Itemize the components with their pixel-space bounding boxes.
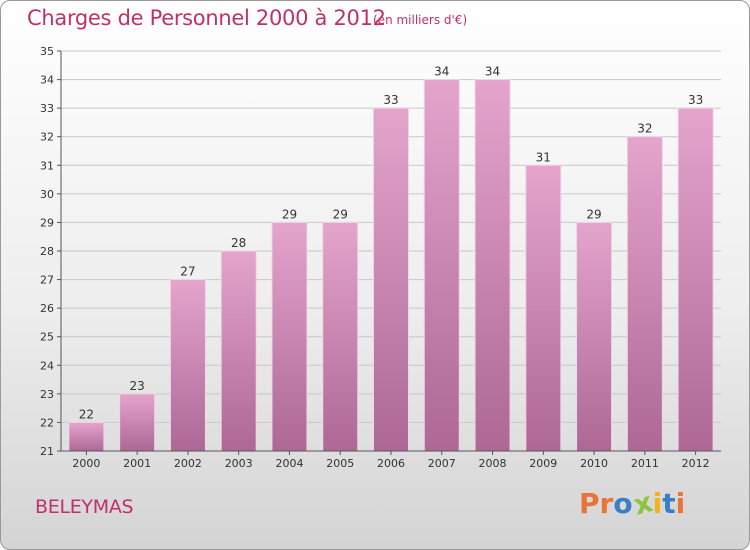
x-tick-label: 2004	[275, 457, 303, 470]
bar-2012	[677, 107, 714, 452]
logo-letter: o	[613, 487, 633, 520]
bar-2008	[474, 79, 511, 452]
data-label: 33	[383, 93, 398, 107]
data-label: 23	[130, 379, 145, 393]
data-label: 32	[637, 122, 652, 136]
data-label: 29	[586, 207, 601, 221]
x-tick-label: 2007	[428, 457, 456, 470]
y-tick-label: 25	[40, 331, 54, 344]
logo-letter: t	[662, 487, 676, 520]
chart-subtitle: (en milliers d'€)	[373, 13, 468, 27]
x-tick-label: 2008	[479, 457, 507, 470]
y-tick-label: 27	[40, 274, 54, 287]
data-label: 34	[485, 65, 500, 79]
x-tick-label: 2005	[326, 457, 354, 470]
data-label: 29	[282, 207, 297, 221]
y-tick-label: 29	[40, 216, 54, 229]
bar-2002	[169, 279, 206, 452]
x-tick-label: 2009	[529, 457, 557, 470]
commune-name: BELEYMAS	[35, 496, 134, 518]
chart-title: Charges de Personnel 2000 à 2012	[27, 6, 386, 30]
data-labels: 22 23 27 28 29 29 33 34 34 31 29 32 33	[79, 65, 704, 422]
logo-letter: P	[579, 487, 600, 520]
bar-2000	[68, 421, 105, 452]
x-tick-label: 2006	[377, 457, 405, 470]
bar-2001	[119, 393, 156, 452]
proxiti-logo: Proxiti	[579, 485, 686, 522]
logo-letter: i	[675, 487, 686, 520]
y-tick-label: 34	[40, 74, 54, 87]
y-tick-label: 28	[40, 245, 54, 258]
x-tick-label: 2011	[631, 457, 659, 470]
x-tick-label: 2010	[580, 457, 608, 470]
data-label: 29	[333, 207, 348, 221]
logo-letter: i	[652, 487, 663, 520]
bar-2007	[423, 79, 460, 452]
y-tick-label: 22	[40, 416, 54, 429]
y-tick-label: 24	[40, 359, 54, 372]
y-tick-label: 21	[40, 445, 54, 458]
bar-2011	[626, 136, 663, 452]
x-tick-label: 2000	[72, 457, 100, 470]
data-label: 31	[536, 150, 551, 164]
data-label: 22	[79, 407, 94, 421]
y-tick-labels: 21 22 23 24 25 26 27 28 29 30 31 32 33 34 35	[40, 45, 61, 458]
y-tick-label: 33	[40, 102, 54, 115]
x-tick-label: 2003	[225, 457, 253, 470]
y-tick-label: 23	[40, 388, 54, 401]
y-tick-label: 35	[40, 45, 54, 58]
y-tick-label: 30	[40, 188, 54, 201]
x-tick-label: 2001	[123, 457, 151, 470]
bar-2003	[220, 250, 257, 452]
x-tick-labels: 2000 2001 2002 2003 2004 2005 2006 2007 2008 2009…	[72, 451, 710, 470]
data-label: 34	[434, 65, 449, 79]
bar-2009	[525, 164, 562, 452]
y-tick-label: 31	[40, 159, 54, 172]
bar-2006	[373, 107, 409, 452]
y-tick-label: 26	[40, 302, 54, 315]
bar-2010	[576, 221, 613, 452]
y-tick-label: 32	[40, 131, 54, 144]
data-label: 33	[688, 93, 703, 107]
data-label: 28	[231, 236, 246, 250]
data-label: 27	[180, 265, 195, 279]
logo-letter: r	[599, 487, 614, 520]
x-tick-label: 2012	[682, 457, 710, 470]
bars	[68, 79, 714, 452]
x-tick-label: 2002	[174, 457, 202, 470]
bar-2004	[271, 221, 308, 452]
bar-2005	[322, 221, 359, 452]
